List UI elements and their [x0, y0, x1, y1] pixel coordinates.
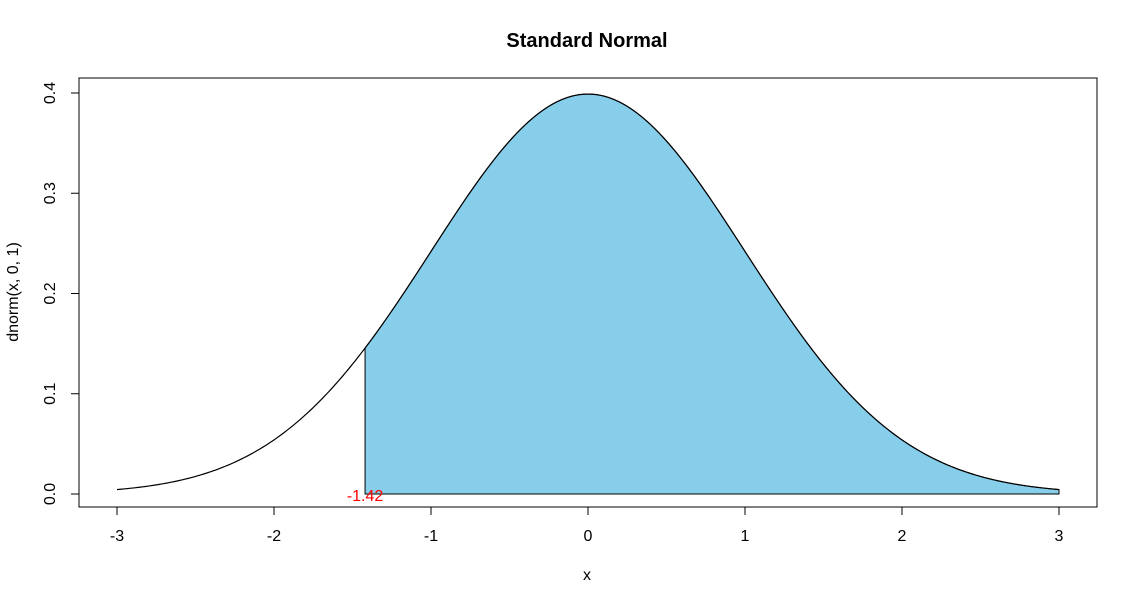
y-tick-label: 0.2 — [42, 282, 59, 304]
x-tick-label: -3 — [110, 528, 124, 545]
density-curve — [116, 93, 1060, 491]
annotations: -1.42 — [347, 488, 384, 505]
x-tick-label: 2 — [898, 528, 907, 545]
shaded-area — [364, 93, 1060, 495]
y-tick-label: 0.1 — [42, 383, 59, 405]
x-tick-label: 3 — [1055, 528, 1064, 545]
y-axis-label: dnorm(x, 0, 1) — [5, 242, 22, 342]
x-axis-label: x — [583, 567, 591, 584]
y-tick-label: 0.3 — [42, 182, 59, 204]
x-tick-label: -1 — [424, 528, 438, 545]
chart-title: Standard Normal — [506, 30, 667, 52]
x-tick-label: 0 — [584, 528, 593, 545]
y-axis: 0.0 0.1 0.2 0.3 0.4 — [42, 82, 80, 505]
x-axis: -3 -2 -1 0 1 2 3 — [110, 506, 1064, 545]
y-tick-label: 0.0 — [42, 483, 59, 505]
x-tick-label: -2 — [267, 528, 281, 545]
y-tick-label: 0.4 — [42, 82, 59, 104]
x-tick-label: 1 — [741, 528, 750, 545]
cutoff-annotation: -1.42 — [347, 488, 384, 505]
